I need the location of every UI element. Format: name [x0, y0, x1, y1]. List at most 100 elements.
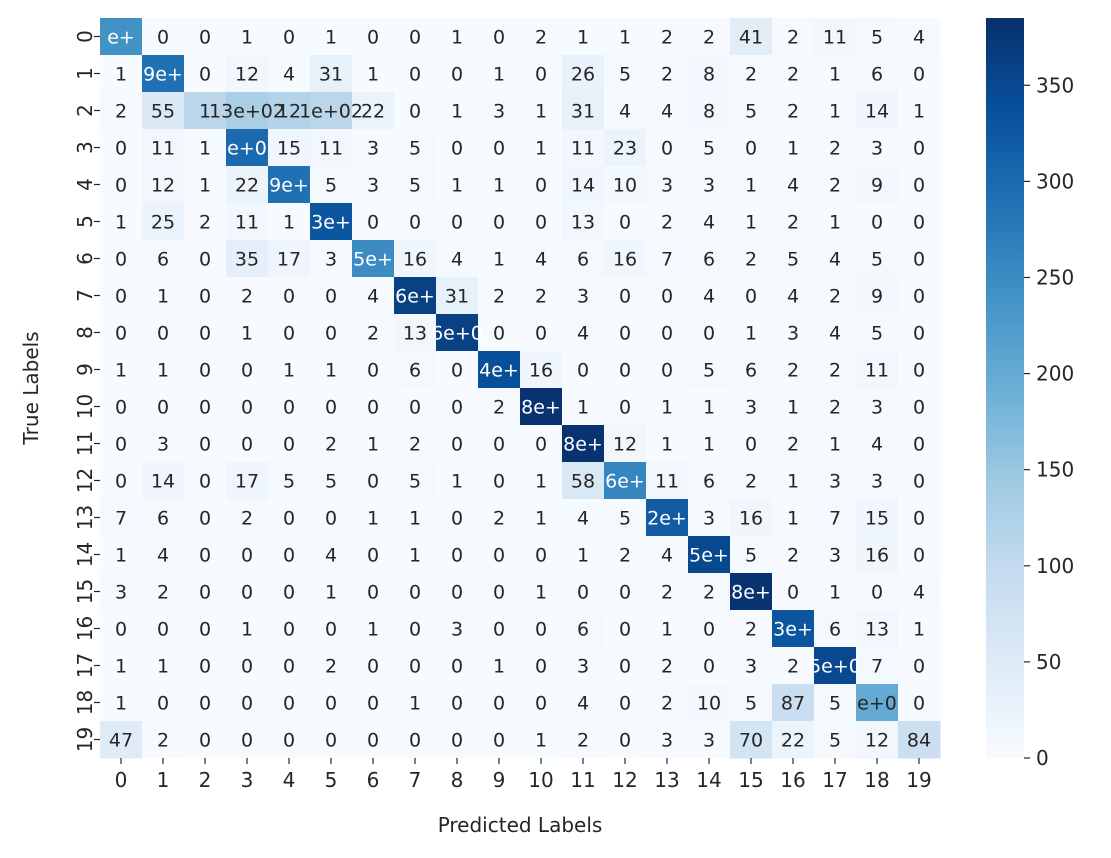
heatmap-cell-label: 1 — [829, 434, 841, 456]
heatmap-cell — [142, 92, 185, 130]
heatmap-cell-label: 3 — [829, 471, 841, 493]
heatmap-cell — [226, 462, 269, 500]
heatmap-cell-label: 5 — [325, 471, 337, 493]
heatmap-cell — [772, 610, 815, 648]
y-tick-label: 1 — [73, 67, 97, 80]
heatmap-cell-label: 0 — [199, 619, 211, 641]
heatmap-cell — [310, 499, 353, 537]
heatmap-cell — [142, 499, 185, 537]
x-tick-label: 9 — [493, 768, 506, 792]
heatmap-cell-label: 0 — [367, 212, 379, 234]
heatmap-cell — [226, 388, 269, 426]
heatmap-cell — [772, 684, 815, 722]
heatmap-cell — [604, 610, 647, 648]
heatmap-cell — [478, 573, 521, 611]
heatmap-cell-label: e+0 — [227, 138, 267, 160]
heatmap-cell-label: 0 — [493, 27, 505, 49]
heatmap-cell-label: 0 — [703, 619, 715, 641]
heatmap-cell-label: 2 — [703, 582, 715, 604]
heatmap-cell — [268, 610, 311, 648]
heatmap-cell — [394, 536, 437, 574]
heatmap-cell — [520, 203, 563, 241]
heatmap-cell-label: 0 — [913, 508, 925, 530]
heatmap-cell — [688, 536, 731, 574]
heatmap-cell — [184, 573, 227, 611]
heatmap-cell — [310, 277, 353, 315]
heatmap-cell — [478, 425, 521, 463]
heatmap-cell-label: 0 — [325, 397, 337, 419]
heatmap-cell — [688, 240, 731, 278]
heatmap-cell — [646, 388, 689, 426]
heatmap-cell-label: 2 — [493, 397, 505, 419]
y-tick-label: 15 — [73, 579, 97, 604]
heatmap-cell — [604, 684, 647, 722]
heatmap-cell-label: 4 — [661, 101, 673, 123]
heatmap-cell-label: 2 — [745, 619, 757, 641]
heatmap-cell — [436, 721, 479, 759]
heatmap-cell-label: 2 — [325, 656, 337, 678]
heatmap-cell-label: 0 — [283, 508, 295, 530]
heatmap-cell — [604, 314, 647, 352]
heatmap-cell — [646, 129, 689, 167]
heatmap-cell — [184, 314, 227, 352]
heatmap-cell-label: 1 — [535, 101, 547, 123]
heatmap-cell — [814, 462, 857, 500]
heatmap-cell-label: 6e+ — [605, 471, 645, 493]
heatmap-cell — [310, 388, 353, 426]
heatmap-cell — [604, 462, 647, 500]
heatmap-cell-label: 15 — [277, 138, 301, 160]
heatmap-cell — [814, 55, 857, 93]
heatmap-cell-label: 2 — [115, 101, 127, 123]
heatmap-cell-label: 1 — [199, 175, 211, 197]
heatmap-cell — [688, 721, 731, 759]
heatmap-cell — [562, 610, 605, 648]
heatmap-cell-label: 0 — [199, 323, 211, 345]
heatmap-cell-label: 0 — [619, 212, 631, 234]
heatmap-cell-label: 14 — [571, 175, 595, 197]
x-tick-label: 16 — [780, 768, 805, 792]
heatmap-cell — [646, 684, 689, 722]
heatmap-cell-label: 0 — [283, 693, 295, 715]
heatmap-cell — [478, 684, 521, 722]
heatmap-cell-label: 0 — [241, 397, 253, 419]
heatmap-cell — [352, 55, 395, 93]
heatmap-cell-label: 0 — [283, 619, 295, 641]
heatmap-cell-label: 1 — [283, 360, 295, 382]
heatmap-cell-label: 5e+0 — [809, 656, 861, 678]
heatmap-cell-label: 4 — [703, 212, 715, 234]
heatmap-cell — [436, 92, 479, 130]
heatmap-cell-label: 11 — [823, 27, 847, 49]
heatmap-cell — [394, 240, 437, 278]
heatmap-cell-label: 31 — [319, 64, 343, 86]
heatmap-cell — [688, 129, 731, 167]
heatmap-cell-label: 4 — [157, 545, 169, 567]
heatmap-cell — [226, 55, 269, 93]
heatmap-cell-label: 3e+ — [311, 212, 351, 234]
heatmap-cell-label: 4 — [619, 101, 631, 123]
heatmap-cell-label: 11 — [571, 138, 595, 160]
heatmap-cell — [352, 351, 395, 389]
heatmap-cell — [226, 240, 269, 278]
heatmap-cell-label: 0 — [409, 64, 421, 86]
heatmap-cell — [856, 462, 899, 500]
heatmap-cell-label: 1 — [115, 212, 127, 234]
heatmap-cell-label: 0 — [409, 212, 421, 234]
heatmap-cell-label: 0 — [913, 434, 925, 456]
heatmap-cell — [268, 388, 311, 426]
heatmap-cell — [688, 610, 731, 648]
heatmap-cell-label: 16 — [529, 360, 553, 382]
heatmap-cell — [688, 684, 731, 722]
heatmap-cell-label: 1 — [577, 397, 589, 419]
heatmap-cell-label: 0 — [115, 619, 127, 641]
heatmap-cell — [184, 92, 227, 130]
heatmap-cell — [436, 536, 479, 574]
heatmap-cell — [856, 647, 899, 685]
heatmap-cell-label: 0 — [787, 582, 799, 604]
heatmap-cell — [772, 647, 815, 685]
heatmap-cell — [100, 277, 143, 315]
heatmap-cell-label: 5 — [703, 138, 715, 160]
x-tick-label: 3 — [241, 768, 254, 792]
heatmap-cell — [478, 314, 521, 352]
heatmap-cell — [310, 573, 353, 611]
